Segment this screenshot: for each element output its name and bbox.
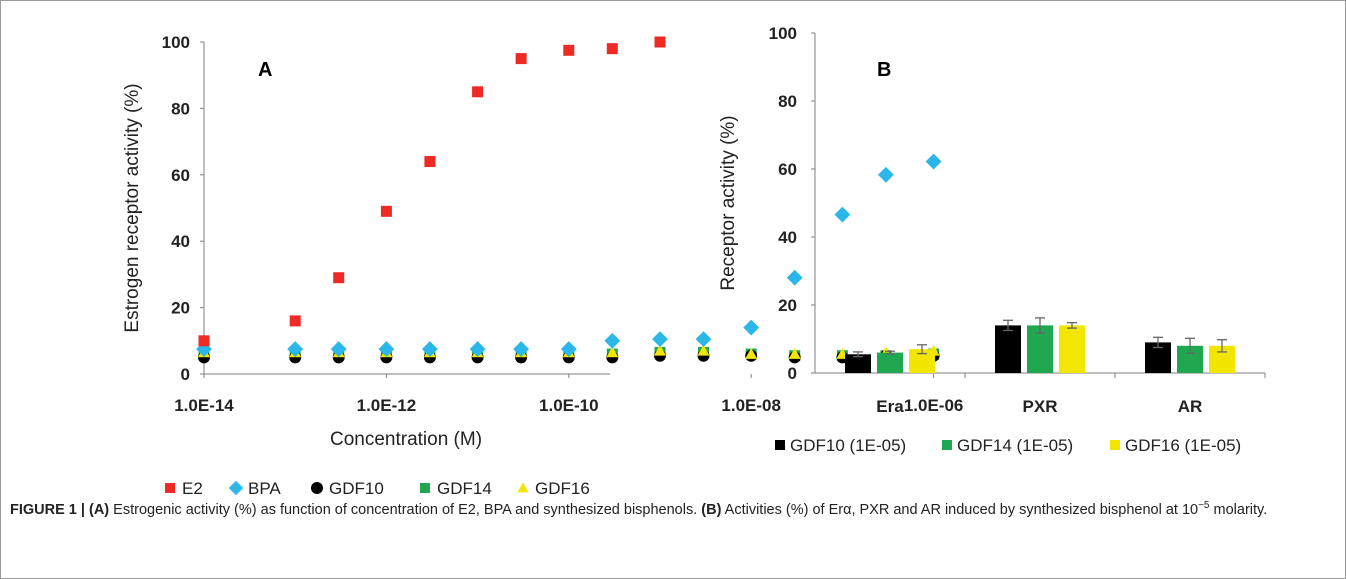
caption-label-a: (A) xyxy=(89,502,110,518)
data-point-bpa xyxy=(560,341,577,358)
panel-a-y-tick-label: 40 xyxy=(171,232,190,251)
caption-label-b: (B) xyxy=(701,502,722,518)
caption-lead: FIGURE 1 | xyxy=(10,502,89,518)
data-point-bpa xyxy=(196,341,212,358)
legend-label-gdf14: GDF14 (1E-05) xyxy=(957,436,1073,455)
legend-label-gdf10: GDF10 xyxy=(329,479,384,498)
data-point-gdf16 xyxy=(697,344,710,356)
bar-gdf16 xyxy=(1059,325,1085,373)
panel-b-category-label: Era xyxy=(876,397,904,416)
bar-gdf14 xyxy=(877,352,903,373)
caption-text-b1: Activities (%) of Erα, PXR and AR induce… xyxy=(721,502,1199,518)
panel-b-y-tick-label: 0 xyxy=(788,364,797,383)
series-e2-points xyxy=(198,36,666,347)
data-point-bpa xyxy=(378,341,395,358)
panel-b-y-tick-label: 40 xyxy=(778,228,797,247)
panel-a-x-axis-title: Concentration (M) xyxy=(330,429,482,450)
data-point-bpa xyxy=(421,341,438,358)
data-point-bpa xyxy=(652,331,668,348)
figure-caption: FIGURE 1 | (A) Estrogenic activity (%) a… xyxy=(10,499,1330,521)
panel-a-x-tick-label: 1.0E-14 xyxy=(174,396,234,415)
data-point-bpa xyxy=(834,206,851,223)
caption-text-a: Estrogenic activity (%) as function of c… xyxy=(109,502,702,518)
bar-gdf16 xyxy=(909,349,935,373)
panel-b-bar-chart: 0 20 40 60 80 100 Era PXR AR B Receptor activit… xyxy=(718,24,1266,455)
data-point-bpa xyxy=(469,341,486,358)
data-point-e2 xyxy=(515,53,527,65)
panel-a-scatter-chart: 0 20 40 60 80 100 1.0E-14 1.0E-12 1.0E-10 1.0E-0… xyxy=(122,33,963,498)
panel-b-y-axis-title: Receptor activity (%) xyxy=(718,115,739,290)
panel-a-x-tick-label: 1.0E-10 xyxy=(539,396,599,415)
legend-marker-gdf10 xyxy=(311,482,323,494)
panel-a-y-axis-title: Estrogen receptor activity (%) xyxy=(122,83,143,332)
data-point-bpa xyxy=(877,166,894,183)
data-point-bpa xyxy=(743,319,760,336)
data-point-bpa xyxy=(925,153,942,170)
legend-label-bpa: BPA xyxy=(248,479,281,498)
data-point-gdf16 xyxy=(788,348,801,359)
data-point-bpa xyxy=(287,341,304,358)
legend-label-gdf14: GDF14 xyxy=(437,479,492,498)
data-point-bpa xyxy=(513,341,530,358)
data-point-e2 xyxy=(380,205,392,217)
data-point-gdf16 xyxy=(606,346,619,358)
data-point-bpa xyxy=(786,269,803,286)
data-point-bpa xyxy=(604,332,621,349)
legend-label-gdf10: GDF10 (1E-05) xyxy=(790,436,906,455)
data-point-gdf16 xyxy=(745,348,758,359)
legend-marker-gdf16 xyxy=(517,482,529,493)
panel-a-legend: E2 BPA GDF10 GDF14 GDF16 xyxy=(165,479,590,498)
data-point-gdf16 xyxy=(653,344,667,356)
series-bpa-points xyxy=(196,153,942,358)
panel-b-y-tick-label: 100 xyxy=(769,24,797,43)
legend-swatch-gdf16 xyxy=(1110,440,1120,450)
data-point-bpa xyxy=(330,341,347,358)
data-point-e2 xyxy=(654,36,666,48)
data-point-bpa xyxy=(695,331,712,348)
legend-marker-gdf14 xyxy=(420,483,430,493)
panel-a-x-tick-label: 1.0E-12 xyxy=(357,396,417,415)
data-point-e2 xyxy=(606,43,618,55)
data-point-e2 xyxy=(424,156,436,168)
panel-b-category-label: AR xyxy=(1178,397,1203,416)
data-point-e2 xyxy=(472,86,484,98)
legend-label-e2: E2 xyxy=(182,479,203,498)
panel-a-x-tick-label: 1.0E-06 xyxy=(904,396,964,415)
data-point-e2 xyxy=(563,44,575,56)
panel-b-category-label: PXR xyxy=(1023,397,1058,416)
panel-a-y-tick-label: 80 xyxy=(171,99,190,118)
panel-b-y-tick-label: 20 xyxy=(778,296,797,315)
data-point-e2 xyxy=(289,315,301,327)
figure-svg: 0 20 40 60 80 100 1.0E-14 1.0E-12 1.0E-10 1.0E-0… xyxy=(122,24,1266,498)
panel-b-y-tick-label: 60 xyxy=(778,160,797,179)
legend-label-gdf16: GDF16 (1E-05) xyxy=(1125,436,1241,455)
caption-exponent: −5 xyxy=(1198,500,1210,512)
panel-a-y-tick-label: 20 xyxy=(171,299,190,318)
panel-a-label: A xyxy=(258,59,272,81)
panel-a-y-tick-label: 60 xyxy=(171,166,190,185)
data-point-e2 xyxy=(198,335,210,347)
panel-a-x-tick-label: 1.0E-08 xyxy=(721,396,781,415)
panel-b-label: B xyxy=(877,59,891,81)
bar-gdf10 xyxy=(845,354,871,373)
legend-marker-bpa xyxy=(228,480,244,496)
bar-gdf10 xyxy=(995,325,1021,373)
panel-a-y-tick-label: 100 xyxy=(162,33,190,52)
panel-b-y-tick-label: 80 xyxy=(778,92,797,111)
caption-text-b2: molarity. xyxy=(1209,502,1268,518)
legend-marker-e2 xyxy=(165,483,175,493)
panel-a-y-tick-label: 0 xyxy=(181,365,190,384)
panel-b-legend: GDF10 (1E-05) GDF14 (1E-05) GDF16 (1E-05) xyxy=(775,436,1241,455)
data-point-e2 xyxy=(333,272,345,284)
legend-label-gdf16: GDF16 xyxy=(535,479,590,498)
legend-swatch-gdf14 xyxy=(942,440,952,450)
legend-swatch-gdf10 xyxy=(775,440,785,450)
